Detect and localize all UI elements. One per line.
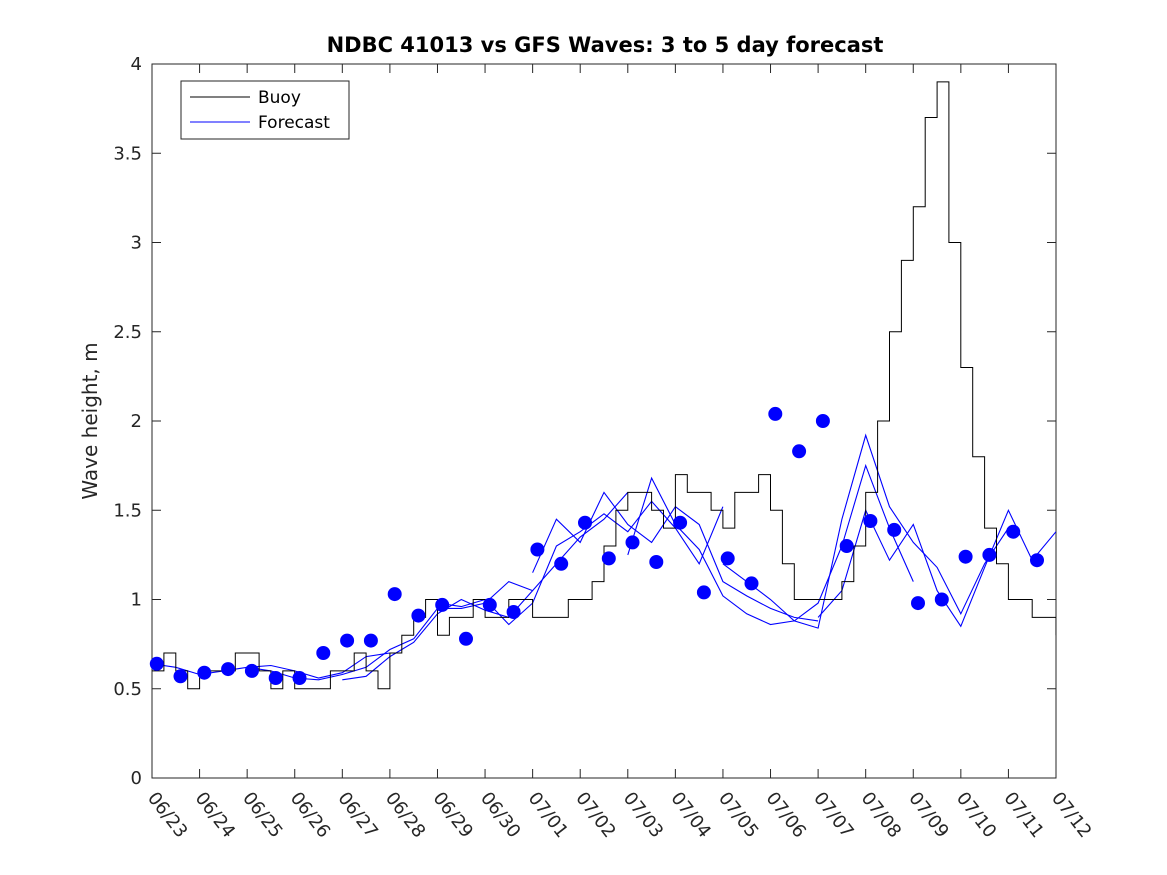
y-tick-label: 1 xyxy=(131,590,142,611)
forecast-marker xyxy=(554,556,569,571)
y-tick-label: 3 xyxy=(131,233,142,254)
forecast-marker xyxy=(696,585,711,600)
y-tick-label: 0 xyxy=(131,768,142,789)
y-tick-label: 1.5 xyxy=(113,500,142,521)
forecast-marker xyxy=(1006,524,1021,539)
forecast-marker xyxy=(459,631,473,646)
forecast-marker xyxy=(292,671,307,685)
forecast-marker xyxy=(911,596,925,611)
y-tick-label: 4 xyxy=(131,54,142,75)
plot-area xyxy=(149,63,1057,779)
forecast-marker xyxy=(363,633,378,648)
forecast-marker xyxy=(244,663,259,678)
forecast-line-0 xyxy=(152,652,390,679)
forecast-marker xyxy=(173,669,188,684)
y-axis-ticks: 0 0.5 1 1.5 2 2.5 3 3.5 4 xyxy=(113,54,1056,789)
forecast-marker xyxy=(149,656,164,671)
legend-buoy-label: Buoy xyxy=(258,88,301,108)
forecast-marker xyxy=(197,665,212,680)
forecast-marker xyxy=(1030,553,1044,568)
forecast-marker xyxy=(839,539,854,553)
legend: Buoy Forecast xyxy=(180,80,350,140)
y-tick-label: 3.5 xyxy=(113,143,142,164)
forecast-marker xyxy=(768,406,783,421)
y-axis-label: Wave height, m xyxy=(78,342,102,499)
forecast-marker xyxy=(387,587,402,602)
forecast-marker xyxy=(316,646,331,660)
forecast-marker xyxy=(411,608,426,623)
forecast-marker xyxy=(530,542,545,557)
forecast-marker xyxy=(435,597,450,612)
chart-title: NDBC 41013 vs GFS Waves: 3 to 5 day fore… xyxy=(327,33,884,57)
forecast-marker xyxy=(934,592,949,607)
forecast-marker xyxy=(744,576,759,591)
forecast-marker xyxy=(958,549,973,564)
forecast-marker xyxy=(601,551,616,566)
y-tick-label: 2.5 xyxy=(113,322,142,343)
y-tick-label: 2 xyxy=(131,411,142,432)
forecast-marker xyxy=(815,414,830,428)
forecast-marker xyxy=(268,671,283,685)
forecast-marker xyxy=(863,514,878,528)
forecast-marker xyxy=(482,597,497,612)
forecast-marker xyxy=(720,551,735,566)
forecast-marker xyxy=(506,605,521,619)
forecast-marker xyxy=(649,555,664,569)
forecast-marker xyxy=(625,535,640,550)
forecast-marker xyxy=(673,515,688,530)
forecast-line-6 xyxy=(722,433,1009,629)
y-tick-label: 0.5 xyxy=(113,679,142,700)
forecast-marker xyxy=(340,633,355,648)
forecast-marker xyxy=(792,444,807,459)
forecast-marker xyxy=(982,547,997,562)
forecast-marker xyxy=(578,515,592,530)
forecast-marker xyxy=(221,662,236,677)
forecast-marker xyxy=(887,522,902,537)
legend-box xyxy=(180,80,350,140)
buoy-line xyxy=(152,81,1056,690)
legend-forecast-label: Forecast xyxy=(258,113,330,133)
